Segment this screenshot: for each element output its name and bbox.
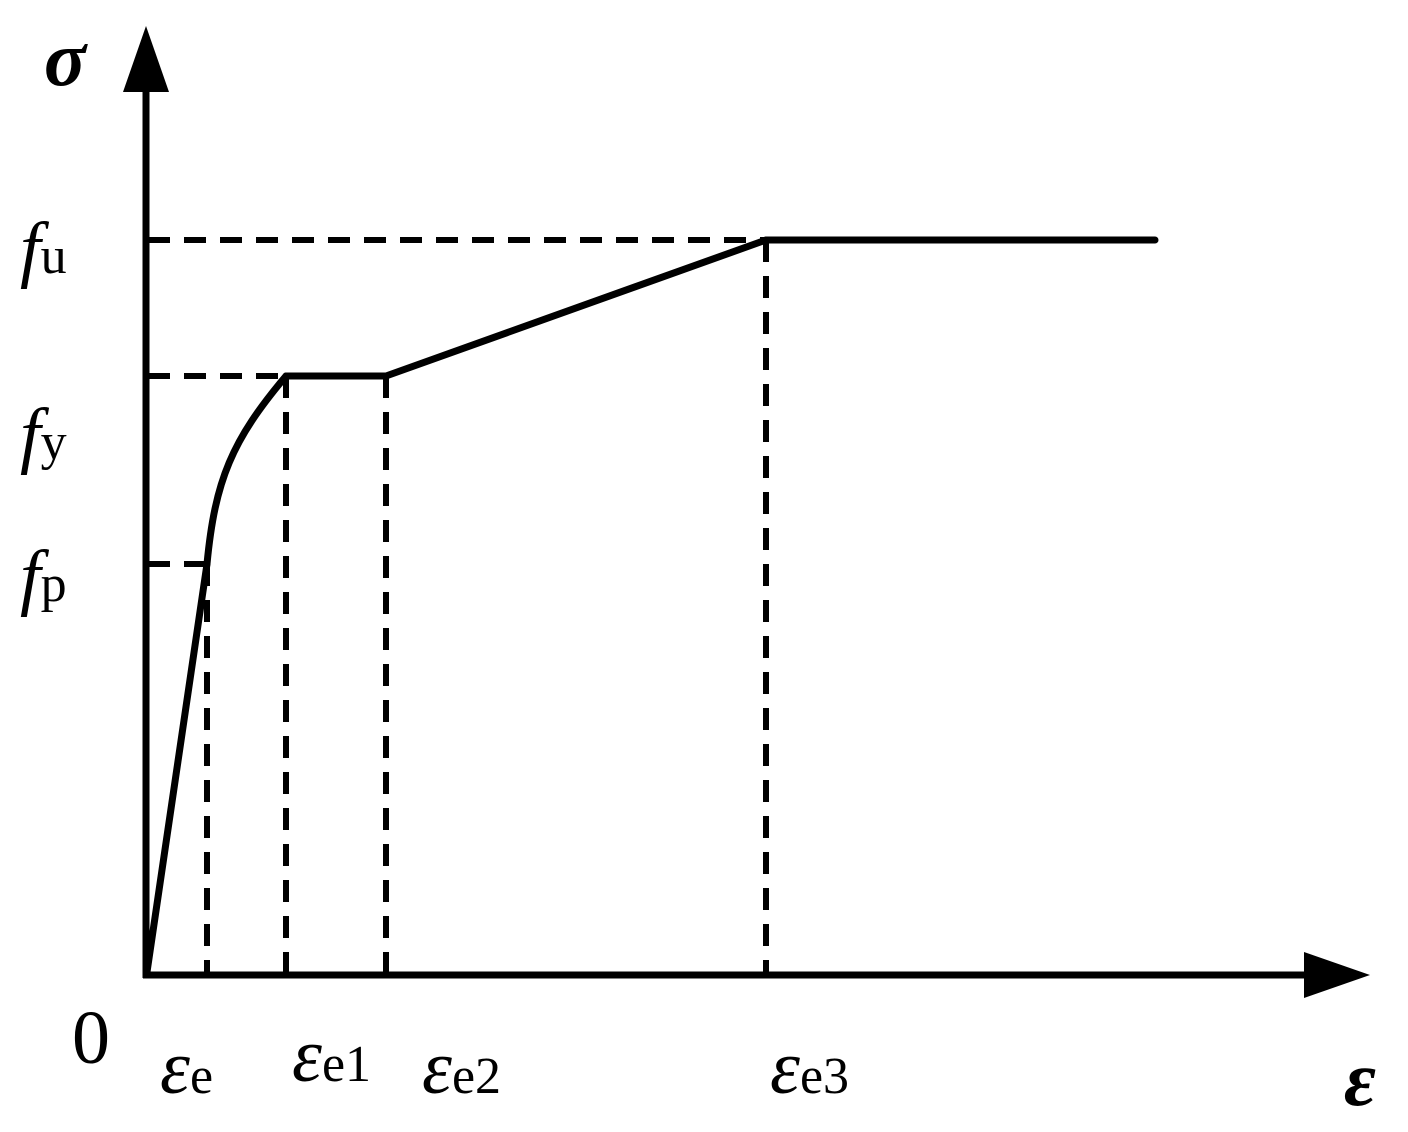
hardening-segment (382, 236, 770, 380)
ee2-label: εe2 (422, 1030, 501, 1106)
fy-subscript: y (40, 414, 67, 471)
fu-symbol: f (20, 208, 41, 290)
origin-label: 0 (72, 996, 110, 1080)
fp-subscript: p (40, 556, 67, 613)
ee1-label: εe1 (292, 1018, 371, 1094)
ee2-symbol: ε (422, 1026, 452, 1110)
elastic-segment (143, 560, 211, 976)
y-axis-arrow (123, 26, 169, 92)
ee3-symbol: ε (770, 1026, 800, 1110)
ee-subscript: e (189, 1048, 214, 1105)
nonlinear-segment (203, 372, 290, 568)
y-axis-label: σ (44, 15, 87, 102)
ee-label: εe (160, 1030, 213, 1106)
fy-symbol: f (20, 394, 41, 476)
fu-label: fu (20, 212, 67, 286)
ee3-subscript: e3 (799, 1048, 850, 1105)
ee-symbol: ε (160, 1026, 190, 1110)
fu-subscript: u (40, 228, 67, 285)
x-axis-arrow (1304, 952, 1370, 998)
ee3-label: εe3 (770, 1030, 849, 1106)
fp-symbol: f (20, 536, 41, 618)
ee1-subscript: e1 (321, 1036, 372, 1093)
ee1-symbol: ε (292, 1014, 322, 1098)
ee2-subscript: e2 (451, 1048, 502, 1105)
x-axis-label: ε (1344, 1035, 1376, 1122)
fp-label: fp (20, 540, 67, 614)
fy-label: fy (20, 398, 67, 472)
